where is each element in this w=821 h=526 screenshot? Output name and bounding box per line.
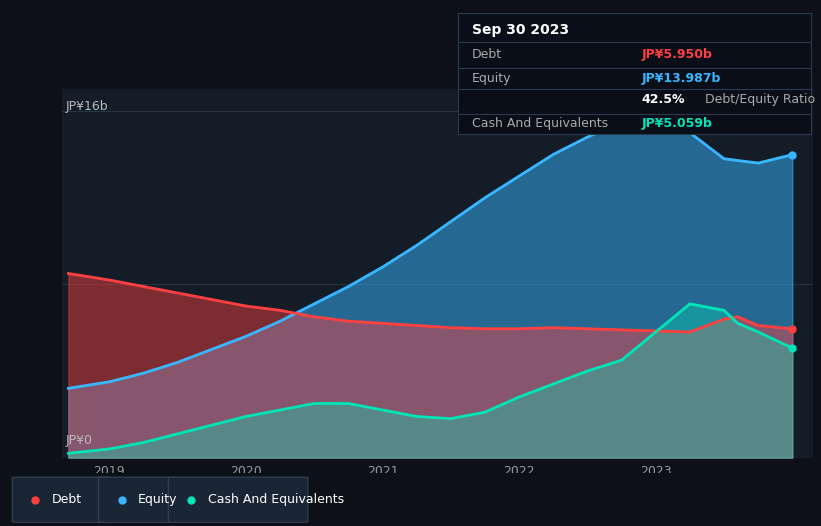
FancyBboxPatch shape: [99, 477, 177, 522]
Text: JP¥5.059b: JP¥5.059b: [642, 117, 713, 130]
Text: Cash And Equivalents: Cash And Equivalents: [208, 493, 344, 506]
Text: 42.5%: 42.5%: [642, 93, 686, 106]
Text: Sep 30 2023: Sep 30 2023: [472, 23, 570, 37]
Text: Equity: Equity: [138, 493, 177, 506]
Text: Debt/Equity Ratio: Debt/Equity Ratio: [705, 93, 815, 106]
Text: Equity: Equity: [472, 72, 511, 85]
Text: JP¥0: JP¥0: [66, 433, 92, 447]
Text: JP¥16b: JP¥16b: [66, 100, 108, 114]
Text: JP¥5.950b: JP¥5.950b: [642, 48, 713, 61]
FancyBboxPatch shape: [12, 477, 111, 522]
Text: Debt: Debt: [472, 48, 502, 61]
Text: Cash And Equivalents: Cash And Equivalents: [472, 117, 608, 130]
Text: Debt: Debt: [52, 493, 82, 506]
FancyBboxPatch shape: [168, 477, 308, 522]
Text: JP¥13.987b: JP¥13.987b: [642, 72, 721, 85]
